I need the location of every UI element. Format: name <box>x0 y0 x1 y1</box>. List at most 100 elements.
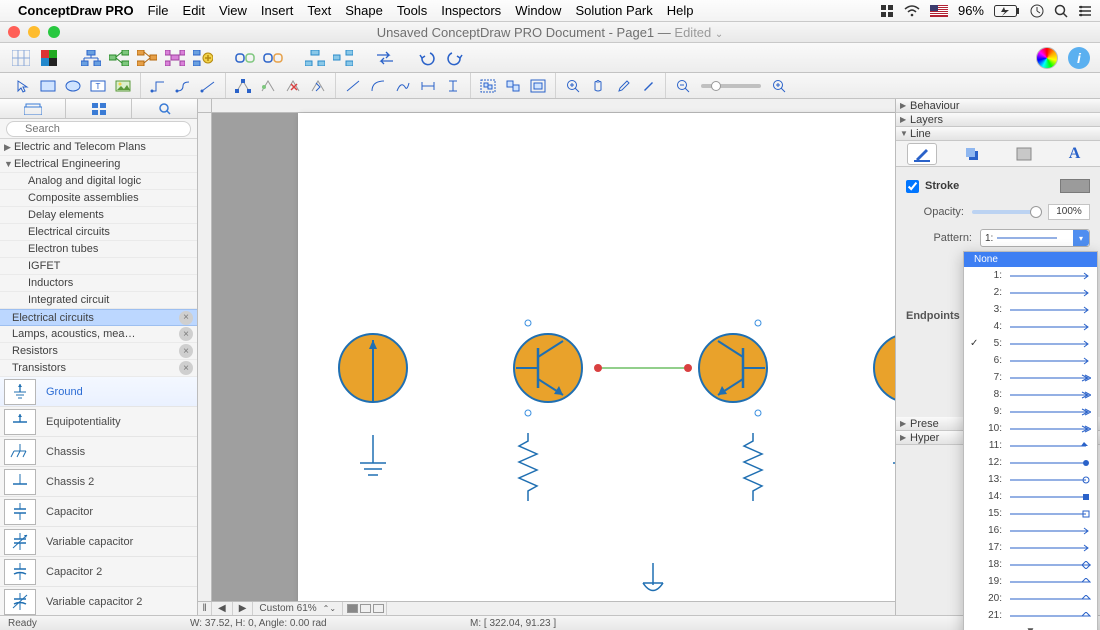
line-tab-fill[interactable] <box>1009 143 1039 165</box>
stroke-color-swatch[interactable] <box>1060 179 1090 193</box>
tree-item[interactable]: Electron tubes <box>0 241 197 258</box>
shape-item-chassis2[interactable]: Chassis 2 <box>0 467 197 497</box>
menu-text[interactable]: Text <box>307 3 331 18</box>
tree-item[interactable]: IGFET <box>0 258 197 275</box>
dimension-v-icon[interactable] <box>442 76 464 96</box>
tree-item[interactable]: Delay elements <box>0 207 197 224</box>
swap-icon[interactable] <box>374 47 396 69</box>
pattern-item[interactable]: 19 <box>964 573 1097 590</box>
close-window-button[interactable] <box>8 26 20 38</box>
shape-item-chassis[interactable]: Chassis <box>0 437 197 467</box>
group3-icon[interactable] <box>527 76 549 96</box>
shape-item-variable-capacitor[interactable]: Variable capacitor <box>0 527 197 557</box>
stroke-checkbox[interactable] <box>906 180 919 193</box>
pen-tool-icon[interactable] <box>637 76 659 96</box>
rectangle-tool-icon[interactable] <box>37 76 59 96</box>
chain2-icon[interactable] <box>262 47 284 69</box>
text-tool-icon[interactable]: T <box>87 76 109 96</box>
menu-view[interactable]: View <box>219 3 247 18</box>
shape-item-ground[interactable]: Ground <box>0 377 197 407</box>
shape-item-variable-capacitor2[interactable]: Variable capacitor 2 <box>0 587 197 615</box>
tree-root-electric-telecom[interactable]: ▶Electric and Telecom Plans <box>0 139 197 156</box>
maximize-window-button[interactable] <box>48 26 60 38</box>
pattern-dropdown[interactable]: 1: ▾ <box>980 229 1090 247</box>
pattern-item[interactable]: 20 <box>964 590 1097 607</box>
menu-shape[interactable]: Shape <box>345 3 383 18</box>
line-tab-pen[interactable] <box>907 143 937 165</box>
ruler-vertical[interactable] <box>198 113 212 601</box>
close-library-icon[interactable]: × <box>179 311 193 325</box>
close-library-icon[interactable]: × <box>179 361 193 375</box>
tree-item[interactable]: Composite assemblies <box>0 190 197 207</box>
shape-item-capacitor2[interactable]: Capacitor 2 <box>0 557 197 587</box>
group1-icon[interactable] <box>477 76 499 96</box>
ruler-horizontal[interactable] <box>212 99 895 113</box>
zoom-out-icon[interactable] <box>672 76 694 96</box>
zoom-label[interactable]: Custom 61%⌃⌄ <box>253 602 343 615</box>
tree-item[interactable]: Electrical circuits <box>0 224 197 241</box>
color-swatch-icon[interactable] <box>38 47 60 69</box>
image-tool-icon[interactable] <box>112 76 134 96</box>
hierarchy-add-icon[interactable] <box>192 47 214 69</box>
library-grid-icon[interactable] <box>10 47 32 69</box>
connector1-icon[interactable] <box>147 76 169 96</box>
node-edit2-icon[interactable] <box>257 76 279 96</box>
pattern-item[interactable]: 4 <box>964 318 1097 335</box>
library-header-lamps[interactable]: Lamps, acoustics, mea…× <box>0 326 197 343</box>
library-header-transistors[interactable]: Transistors× <box>0 360 197 377</box>
sidebar-tab-grid[interactable] <box>66 99 132 118</box>
zoom-slider[interactable] <box>701 84 761 88</box>
line-tool-icon[interactable] <box>342 76 364 96</box>
menu-help[interactable]: Help <box>667 3 694 18</box>
hscroll-collapse[interactable]: ‖ <box>198 602 212 615</box>
page-next-button[interactable]: ▶ <box>233 602 254 615</box>
flag-icon[interactable] <box>930 5 948 17</box>
pattern-item[interactable]: 8 <box>964 386 1097 403</box>
library-header-electrical-circuits[interactable]: Electrical circuits× <box>0 309 197 326</box>
canvas-area[interactable]: ‖ ◀ ▶ Custom 61%⌃⌄ <box>198 99 895 615</box>
library-header-resistors[interactable]: Resistors× <box>0 343 197 360</box>
pattern-item[interactable]: 13 <box>964 471 1097 488</box>
pattern-item[interactable]: 6 <box>964 352 1097 369</box>
pattern-none-item[interactable]: None <box>964 252 1097 267</box>
dimension-h-icon[interactable] <box>417 76 439 96</box>
sidebar-tab-search[interactable] <box>132 99 197 118</box>
shape-item-capacitor[interactable]: Capacitor <box>0 497 197 527</box>
hand-tool-icon[interactable] <box>587 76 609 96</box>
inspector-section-layers[interactable]: ▶Layers <box>896 113 1100 127</box>
clock-icon[interactable] <box>1030 4 1044 18</box>
title-chevron-icon[interactable]: ⌄ <box>715 29 723 40</box>
pointer-tool-icon[interactable] <box>12 76 34 96</box>
battery-icon[interactable] <box>994 5 1020 17</box>
node-edit1-icon[interactable] <box>232 76 254 96</box>
pattern-item[interactable]: 16 <box>964 522 1097 539</box>
close-library-icon[interactable]: × <box>179 344 193 358</box>
zoom-in2-icon[interactable] <box>768 76 790 96</box>
pattern-item[interactable]: 12 <box>964 454 1097 471</box>
opacity-value[interactable]: 100% <box>1048 204 1090 220</box>
eyedropper-icon[interactable] <box>612 76 634 96</box>
pattern-item[interactable]: 7 <box>964 369 1097 386</box>
pattern-item[interactable]: 3 <box>964 301 1097 318</box>
hierarchy4-icon[interactable] <box>164 47 186 69</box>
document-title[interactable]: Unsaved ConceptDraw PRO Document - Page1… <box>0 25 1100 40</box>
pattern-item[interactable]: 9 <box>964 403 1097 420</box>
menu-solution-park[interactable]: Solution Park <box>575 3 652 18</box>
app-name[interactable]: ConceptDraw PRO <box>18 3 134 18</box>
menu-edit[interactable]: Edit <box>183 3 205 18</box>
page-prev-button[interactable]: ◀ <box>212 602 233 615</box>
hierarchy6-icon[interactable] <box>332 47 354 69</box>
tree-item[interactable]: Analog and digital logic <box>0 173 197 190</box>
connector3-icon[interactable] <box>197 76 219 96</box>
redo-icon[interactable] <box>444 47 466 69</box>
menu-tools[interactable]: Tools <box>397 3 427 18</box>
pattern-item[interactable]: 18 <box>964 556 1097 573</box>
pattern-more-icon[interactable]: ▼ <box>964 624 1097 630</box>
notification-center-icon[interactable] <box>1078 5 1092 17</box>
pattern-item[interactable]: 11 <box>964 437 1097 454</box>
page-switcher[interactable] <box>343 602 387 615</box>
group2-icon[interactable] <box>502 76 524 96</box>
pattern-item[interactable]: 15 <box>964 505 1097 522</box>
info-button[interactable]: i <box>1068 47 1090 69</box>
sidebar-tab-libraries[interactable] <box>0 99 66 118</box>
